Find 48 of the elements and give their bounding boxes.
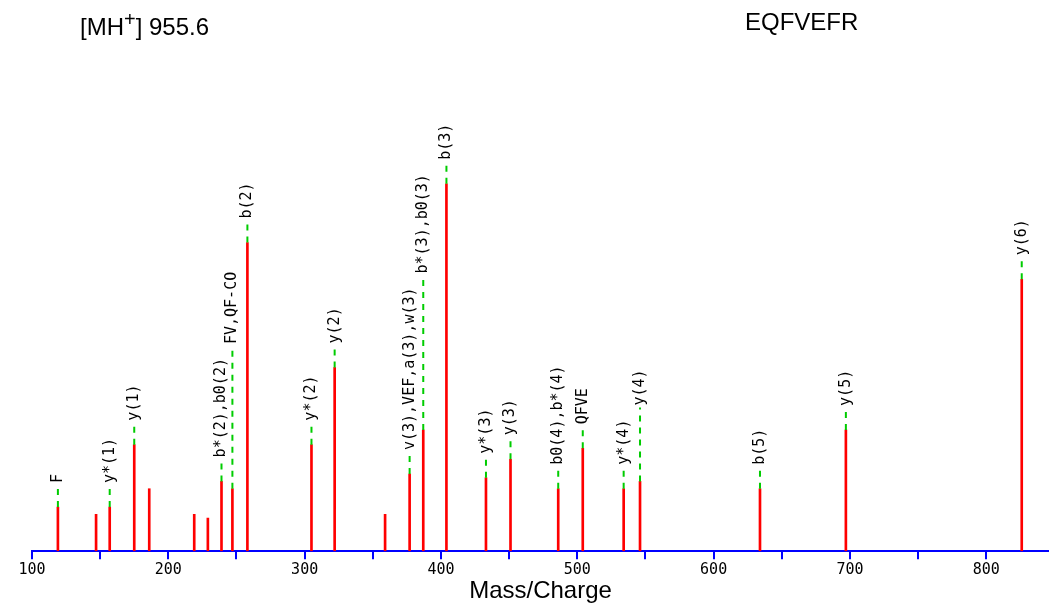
annotation: b(3) [436, 123, 455, 160]
x-tick-label: 800 [972, 560, 1000, 579]
x-tick-label: 600 [700, 560, 728, 579]
bar [445, 183, 448, 552]
bar [408, 473, 411, 552]
x-tick-label: 400 [427, 560, 455, 579]
bar [509, 459, 512, 552]
x-axis-title: Mass/Charge [469, 576, 612, 604]
bar [192, 514, 196, 552]
annotation: y(4) [629, 369, 648, 406]
bar [581, 447, 585, 552]
x-tick-label: 700 [836, 560, 864, 579]
annotation: y*(2) [301, 375, 320, 421]
annotation: y(1) [124, 384, 143, 421]
bar [147, 488, 151, 552]
annotation: QFVE [572, 388, 591, 425]
bar [556, 488, 560, 552]
bar [310, 444, 313, 552]
annotation: b0(4),b*(4) [548, 365, 567, 465]
bar [132, 444, 136, 552]
annotation: b*(3),b0(3) [413, 174, 432, 274]
annotation: b(5) [749, 428, 768, 465]
x-tick-label: 500 [563, 560, 591, 579]
annotation: y(3) [500, 399, 519, 436]
bar [231, 488, 234, 552]
bar [246, 242, 249, 552]
annotation: y(5) [835, 369, 854, 406]
chart-title: [MH$^{+}$] 955.6 [80, 8, 210, 41]
annotation: y(2) [324, 307, 343, 344]
bar [333, 367, 336, 552]
x-tick-label: 200 [154, 560, 182, 579]
bar [421, 429, 425, 552]
annotation: b*(2),b0(2) [211, 358, 230, 458]
annotation: y*(1) [99, 437, 118, 484]
annotation: F [47, 474, 66, 484]
bar [622, 488, 625, 552]
bar [108, 506, 112, 552]
chart-subtitle: EQFVEFR [745, 8, 859, 36]
annotation: y*(4) [613, 419, 632, 465]
annotation: v(3),VEF,a(3),w(3) [399, 287, 418, 451]
annotation: FV,QF-CO [222, 271, 241, 345]
x-tick-label: 300 [291, 560, 319, 579]
annotation: b(2) [237, 182, 256, 219]
bar [220, 481, 223, 552]
annotation: y(6) [1011, 219, 1030, 256]
annotation: y*(3) [475, 408, 494, 454]
bar [1020, 278, 1024, 552]
x-tick-label: 100 [18, 560, 46, 579]
